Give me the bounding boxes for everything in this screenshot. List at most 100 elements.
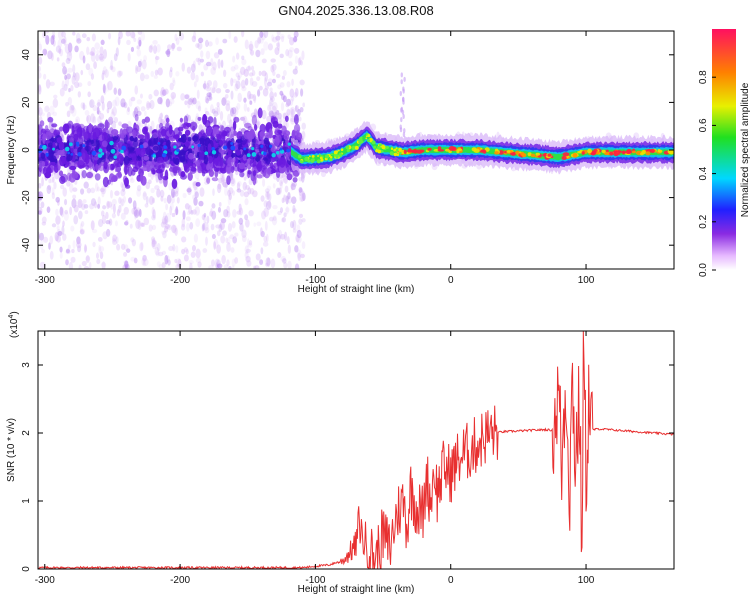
spectrogram-speckle bbox=[84, 110, 90, 116]
spectrogram-cell bbox=[81, 149, 88, 161]
spectrogram-speckle bbox=[41, 177, 44, 187]
spectrogram-speckle bbox=[85, 255, 90, 263]
spectrogram-hotspot bbox=[385, 145, 389, 149]
spectrogram-speckle bbox=[222, 82, 228, 89]
spectrogram-cell bbox=[77, 160, 85, 169]
spectrogram-speckle bbox=[49, 81, 55, 87]
spectrogram-speckle bbox=[135, 219, 141, 230]
spectrogram-cell bbox=[269, 162, 274, 170]
spectrogram-speckle bbox=[197, 42, 203, 50]
spectrogram-speckle bbox=[285, 102, 290, 108]
spectrogram-speckle bbox=[101, 188, 105, 198]
spectrogram-speckle bbox=[294, 105, 298, 113]
spectrogram-speckle bbox=[244, 78, 249, 86]
spectrogram-speckle bbox=[38, 232, 45, 241]
spectrogram-speckle bbox=[198, 200, 204, 207]
spectrogram-speckle bbox=[72, 31, 76, 36]
spectrogram-speckle bbox=[64, 74, 68, 80]
spectrogram-speckle bbox=[258, 85, 263, 91]
spectrogram-speckle bbox=[224, 93, 229, 99]
spectrogram-speckle bbox=[138, 39, 142, 47]
spectrogram-speckle bbox=[146, 102, 152, 109]
spectrogram-speckle bbox=[205, 50, 211, 60]
spectrogram-speckle bbox=[265, 200, 272, 210]
spectrogram-cell bbox=[110, 129, 119, 136]
spectrogram-speckle bbox=[402, 88, 405, 94]
spectrogram-cell bbox=[176, 148, 180, 153]
spectrogram-speckle bbox=[193, 31, 197, 40]
spectrogram-speckle bbox=[80, 102, 85, 109]
spectrogram-speckle bbox=[235, 72, 240, 78]
spectrogram-speckle bbox=[296, 229, 302, 239]
spectrogram-cell bbox=[218, 147, 223, 153]
spectrogram-speckle bbox=[254, 40, 259, 49]
spectrogram-speckle bbox=[67, 244, 71, 250]
spectrogram-cell bbox=[102, 176, 109, 188]
spectrogram-speckle bbox=[172, 191, 176, 198]
spectrogram-cell bbox=[180, 171, 186, 178]
spectrogram-cell bbox=[190, 167, 197, 172]
spectrogram-speckle bbox=[38, 65, 41, 73]
spectrogram-speckle bbox=[92, 104, 98, 112]
spectrogram-speckle bbox=[262, 178, 266, 187]
spectrogram-speckle bbox=[86, 114, 92, 125]
spectrogram-speckle bbox=[70, 225, 75, 232]
spectrogram-speckle bbox=[222, 96, 227, 104]
spectrogram-speckle bbox=[211, 108, 216, 114]
spectrogram-hotspot bbox=[631, 150, 636, 154]
spectrogram-speckle bbox=[268, 110, 274, 118]
spectrogram-cell bbox=[101, 140, 108, 148]
spectrogram-speckle bbox=[248, 96, 252, 102]
spectrogram-speckle bbox=[240, 79, 246, 89]
spectrogram-speckle bbox=[172, 224, 178, 235]
spectrogram-speckle bbox=[218, 201, 222, 207]
spectrogram-speckle bbox=[111, 237, 116, 243]
spectrogram-speckle bbox=[38, 43, 43, 51]
spectrogram-speckle bbox=[215, 37, 219, 45]
spectrogram-cell bbox=[97, 153, 103, 158]
spectrogram-speckle bbox=[41, 221, 47, 226]
spectrogram-speckle bbox=[144, 110, 147, 117]
spectrogram-speckle bbox=[269, 96, 275, 102]
spectrogram-speckle bbox=[99, 251, 104, 260]
spectrogram-speckle bbox=[283, 262, 288, 269]
spectrogram-cell bbox=[249, 129, 256, 140]
spectrogram-cell bbox=[56, 137, 63, 144]
spectrogram-speckle bbox=[143, 217, 150, 226]
spectrogram-speckle bbox=[160, 87, 165, 96]
spectrogram-speckle bbox=[102, 205, 107, 210]
spectrogram-speckle bbox=[141, 59, 147, 70]
spectrogram-speckle bbox=[293, 47, 300, 54]
spectrogram-speckle bbox=[291, 78, 294, 86]
spectrogram-speckle bbox=[94, 42, 100, 50]
spectrogram-speckle bbox=[98, 53, 104, 61]
spectrogram-speckle bbox=[183, 254, 189, 262]
spectrogram-speckle bbox=[97, 196, 101, 206]
spectrogram-hotspot bbox=[572, 153, 578, 158]
spectrogram-speckle bbox=[55, 45, 62, 53]
spectrogram-speckle bbox=[187, 98, 193, 105]
spectrogram-speckle bbox=[99, 246, 105, 252]
spectrogram-speckle bbox=[106, 200, 110, 210]
spectrogram-x-tick-label-0: -300 bbox=[35, 275, 55, 286]
spectrogram-speckle bbox=[123, 101, 128, 109]
spectrogram-speckle bbox=[240, 116, 246, 121]
spectrogram-speckle bbox=[293, 31, 299, 38]
spectrogram-speckle bbox=[65, 248, 70, 254]
colorbar: 0.0 0.2 0.4 0.6 0.8 Normalized spectral ampl… bbox=[698, 29, 750, 277]
spectrogram-cell bbox=[230, 145, 236, 151]
spectrogram-speckle bbox=[190, 71, 196, 81]
spectrogram-speckle bbox=[89, 51, 95, 56]
spectrogram-hotspot bbox=[399, 151, 402, 155]
spectrogram-speckle bbox=[38, 84, 42, 92]
spectrogram-hotspot bbox=[393, 148, 397, 152]
spectrogram-speckle bbox=[149, 99, 155, 110]
spectrogram-speckle bbox=[248, 93, 254, 99]
spectrogram-speckle bbox=[245, 255, 251, 263]
spectrogram-speckle bbox=[165, 212, 171, 223]
spectrogram-cell bbox=[268, 151, 274, 159]
spectrogram-speckle bbox=[265, 233, 269, 243]
spectrogram-cell bbox=[134, 113, 139, 122]
spectrogram-speckle bbox=[66, 110, 71, 118]
spectrogram-speckle bbox=[238, 207, 244, 216]
